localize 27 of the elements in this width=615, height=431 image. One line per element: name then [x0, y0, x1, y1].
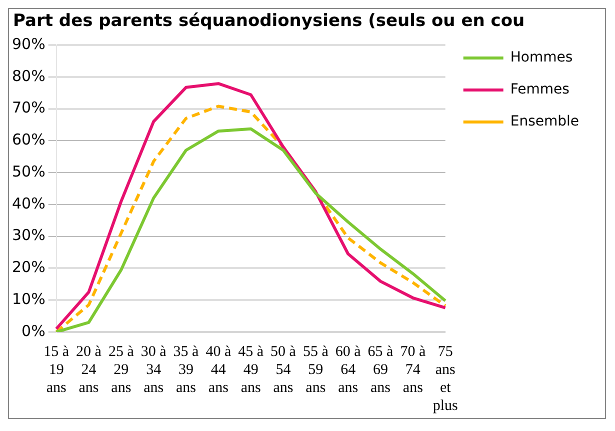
x-tick-label: 70 à 74 ans [400, 344, 426, 396]
y-tick-label: 0% [22, 322, 46, 340]
y-tick-label: 20% [12, 258, 46, 276]
x-tick-label: 20 à 24 ans [76, 344, 102, 396]
y-tick-label: 40% [12, 194, 46, 212]
y-tick-label: 50% [12, 162, 46, 180]
y-tick-label: 30% [12, 226, 46, 244]
x-tick-label: 65 à 69 ans [368, 344, 394, 396]
legend-label: Ensemble [510, 114, 580, 130]
legend-label: Hommes [510, 50, 573, 66]
x-tick-label: 40 à 44 ans [206, 344, 232, 396]
chart-title: Part des parents séquanodionysiens (seuls ou en cou [12, 10, 526, 33]
y-tick-label: 60% [12, 130, 46, 149]
legend-label: Femmes [510, 82, 570, 98]
y-tick-label: 90% [12, 34, 46, 53]
y-tick-label: 10% [12, 290, 46, 308]
x-tick-label: 60 à 64 ans [335, 344, 362, 396]
y-tick-label: 70% [12, 98, 46, 117]
y-tick-label: 80% [12, 66, 46, 85]
x-tick-label: 15 à 19 ans [44, 344, 70, 396]
x-tick-label: 35 à 39 ans [173, 344, 200, 396]
x-tick-label: 45 à 49 ans [238, 344, 264, 396]
x-tick-label: 25 à 29 ans [108, 344, 134, 396]
x-tick-label: 55 à 59 ans [302, 344, 329, 396]
x-tick-label: 50 à 54 ans [270, 344, 296, 396]
x-tick-label: 30 à 34 ans [140, 344, 167, 396]
x-tick-label: 75 ans et plus [432, 344, 458, 414]
